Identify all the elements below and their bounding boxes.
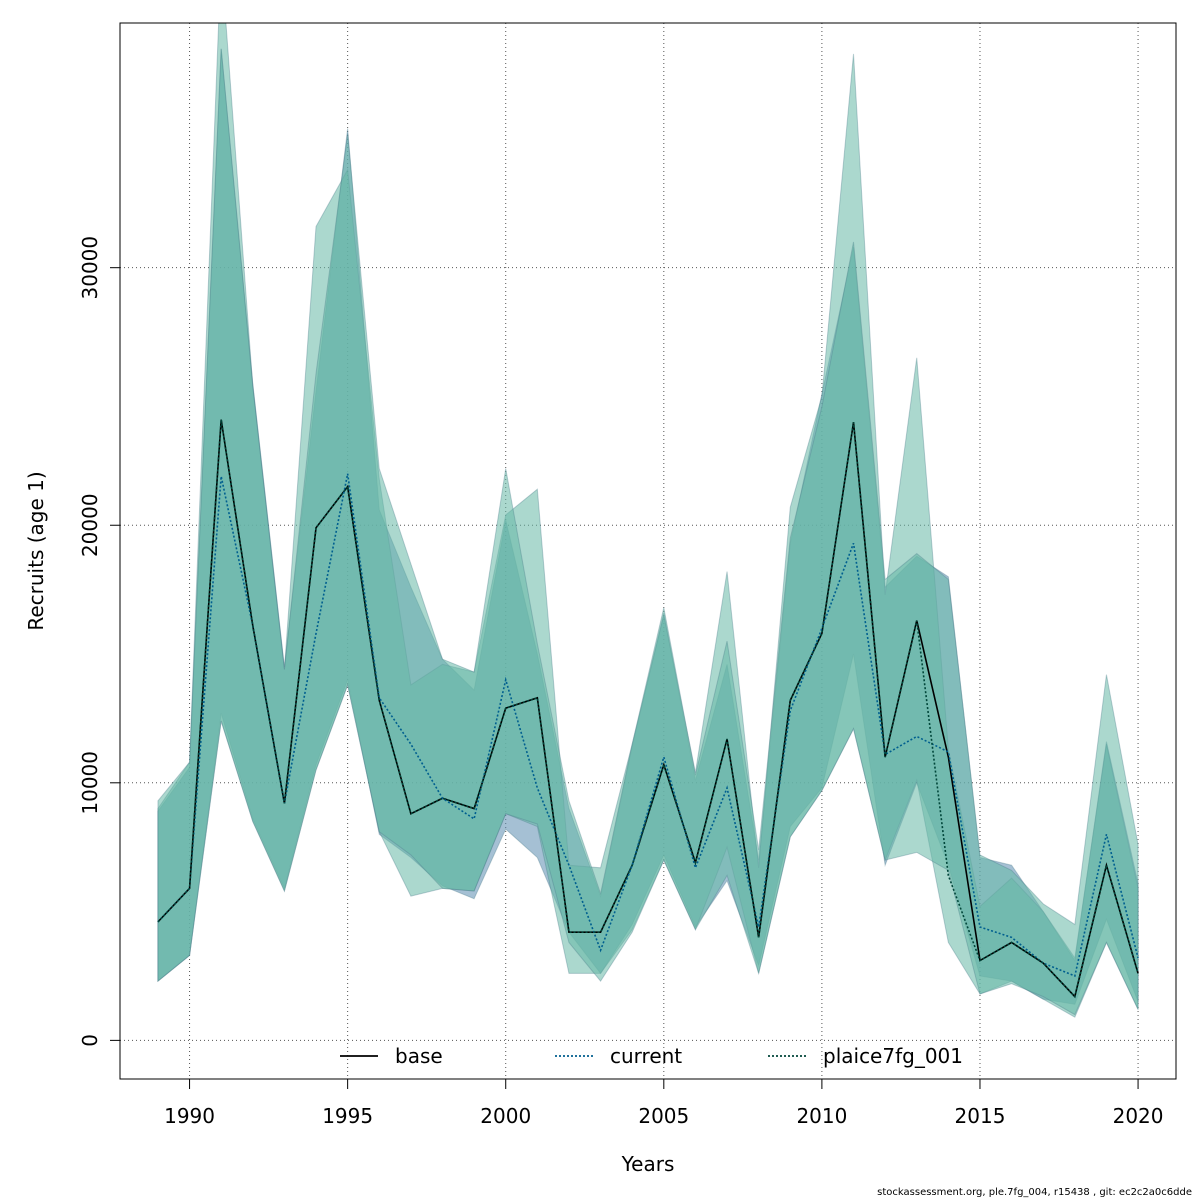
x-tick-label: 2000 — [480, 1104, 531, 1128]
y-axis-label: Recruits (age 1) — [24, 471, 48, 630]
legend-label-current: current — [610, 1044, 682, 1068]
x-tick-label: 2020 — [1113, 1104, 1164, 1128]
y-tick-label: 20000 — [78, 493, 102, 557]
x-tick-label: 2015 — [955, 1104, 1006, 1128]
series-line-plaice7fg_001 — [157, 419, 1139, 999]
plot-frame — [119, 22, 1177, 1080]
footer-text: stockassessment.org, ple.7fg_004, r15438… — [877, 1187, 1192, 1198]
legend: base current plaice7fg_001 — [340, 1044, 963, 1068]
x-tick-label: 2010 — [796, 1104, 847, 1128]
x-tick-label: 2005 — [638, 1104, 689, 1128]
confidence-bands — [157, 23, 1139, 1018]
x-axis-label: Years — [621, 1152, 675, 1176]
series-lines — [157, 419, 1139, 999]
legend-label-plaice7fg_001: plaice7fg_001 — [823, 1044, 963, 1068]
x-tick-label: 1995 — [322, 1104, 373, 1128]
y-axis-ticks: 0 10000 20000 30000 — [78, 236, 120, 1047]
confidence-band-base — [157, 48, 1139, 1016]
series-line-current — [157, 473, 1139, 978]
y-tick-label: 30000 — [78, 236, 102, 300]
legend-label-base: base — [395, 1044, 443, 1068]
y-tick-label: 0 — [78, 1034, 102, 1047]
x-axis-ticks: 1990 1995 2000 2005 2010 2015 2020 — [164, 1079, 1164, 1128]
x-tick-label: 1990 — [164, 1104, 215, 1128]
y-tick-label: 10000 — [78, 751, 102, 815]
